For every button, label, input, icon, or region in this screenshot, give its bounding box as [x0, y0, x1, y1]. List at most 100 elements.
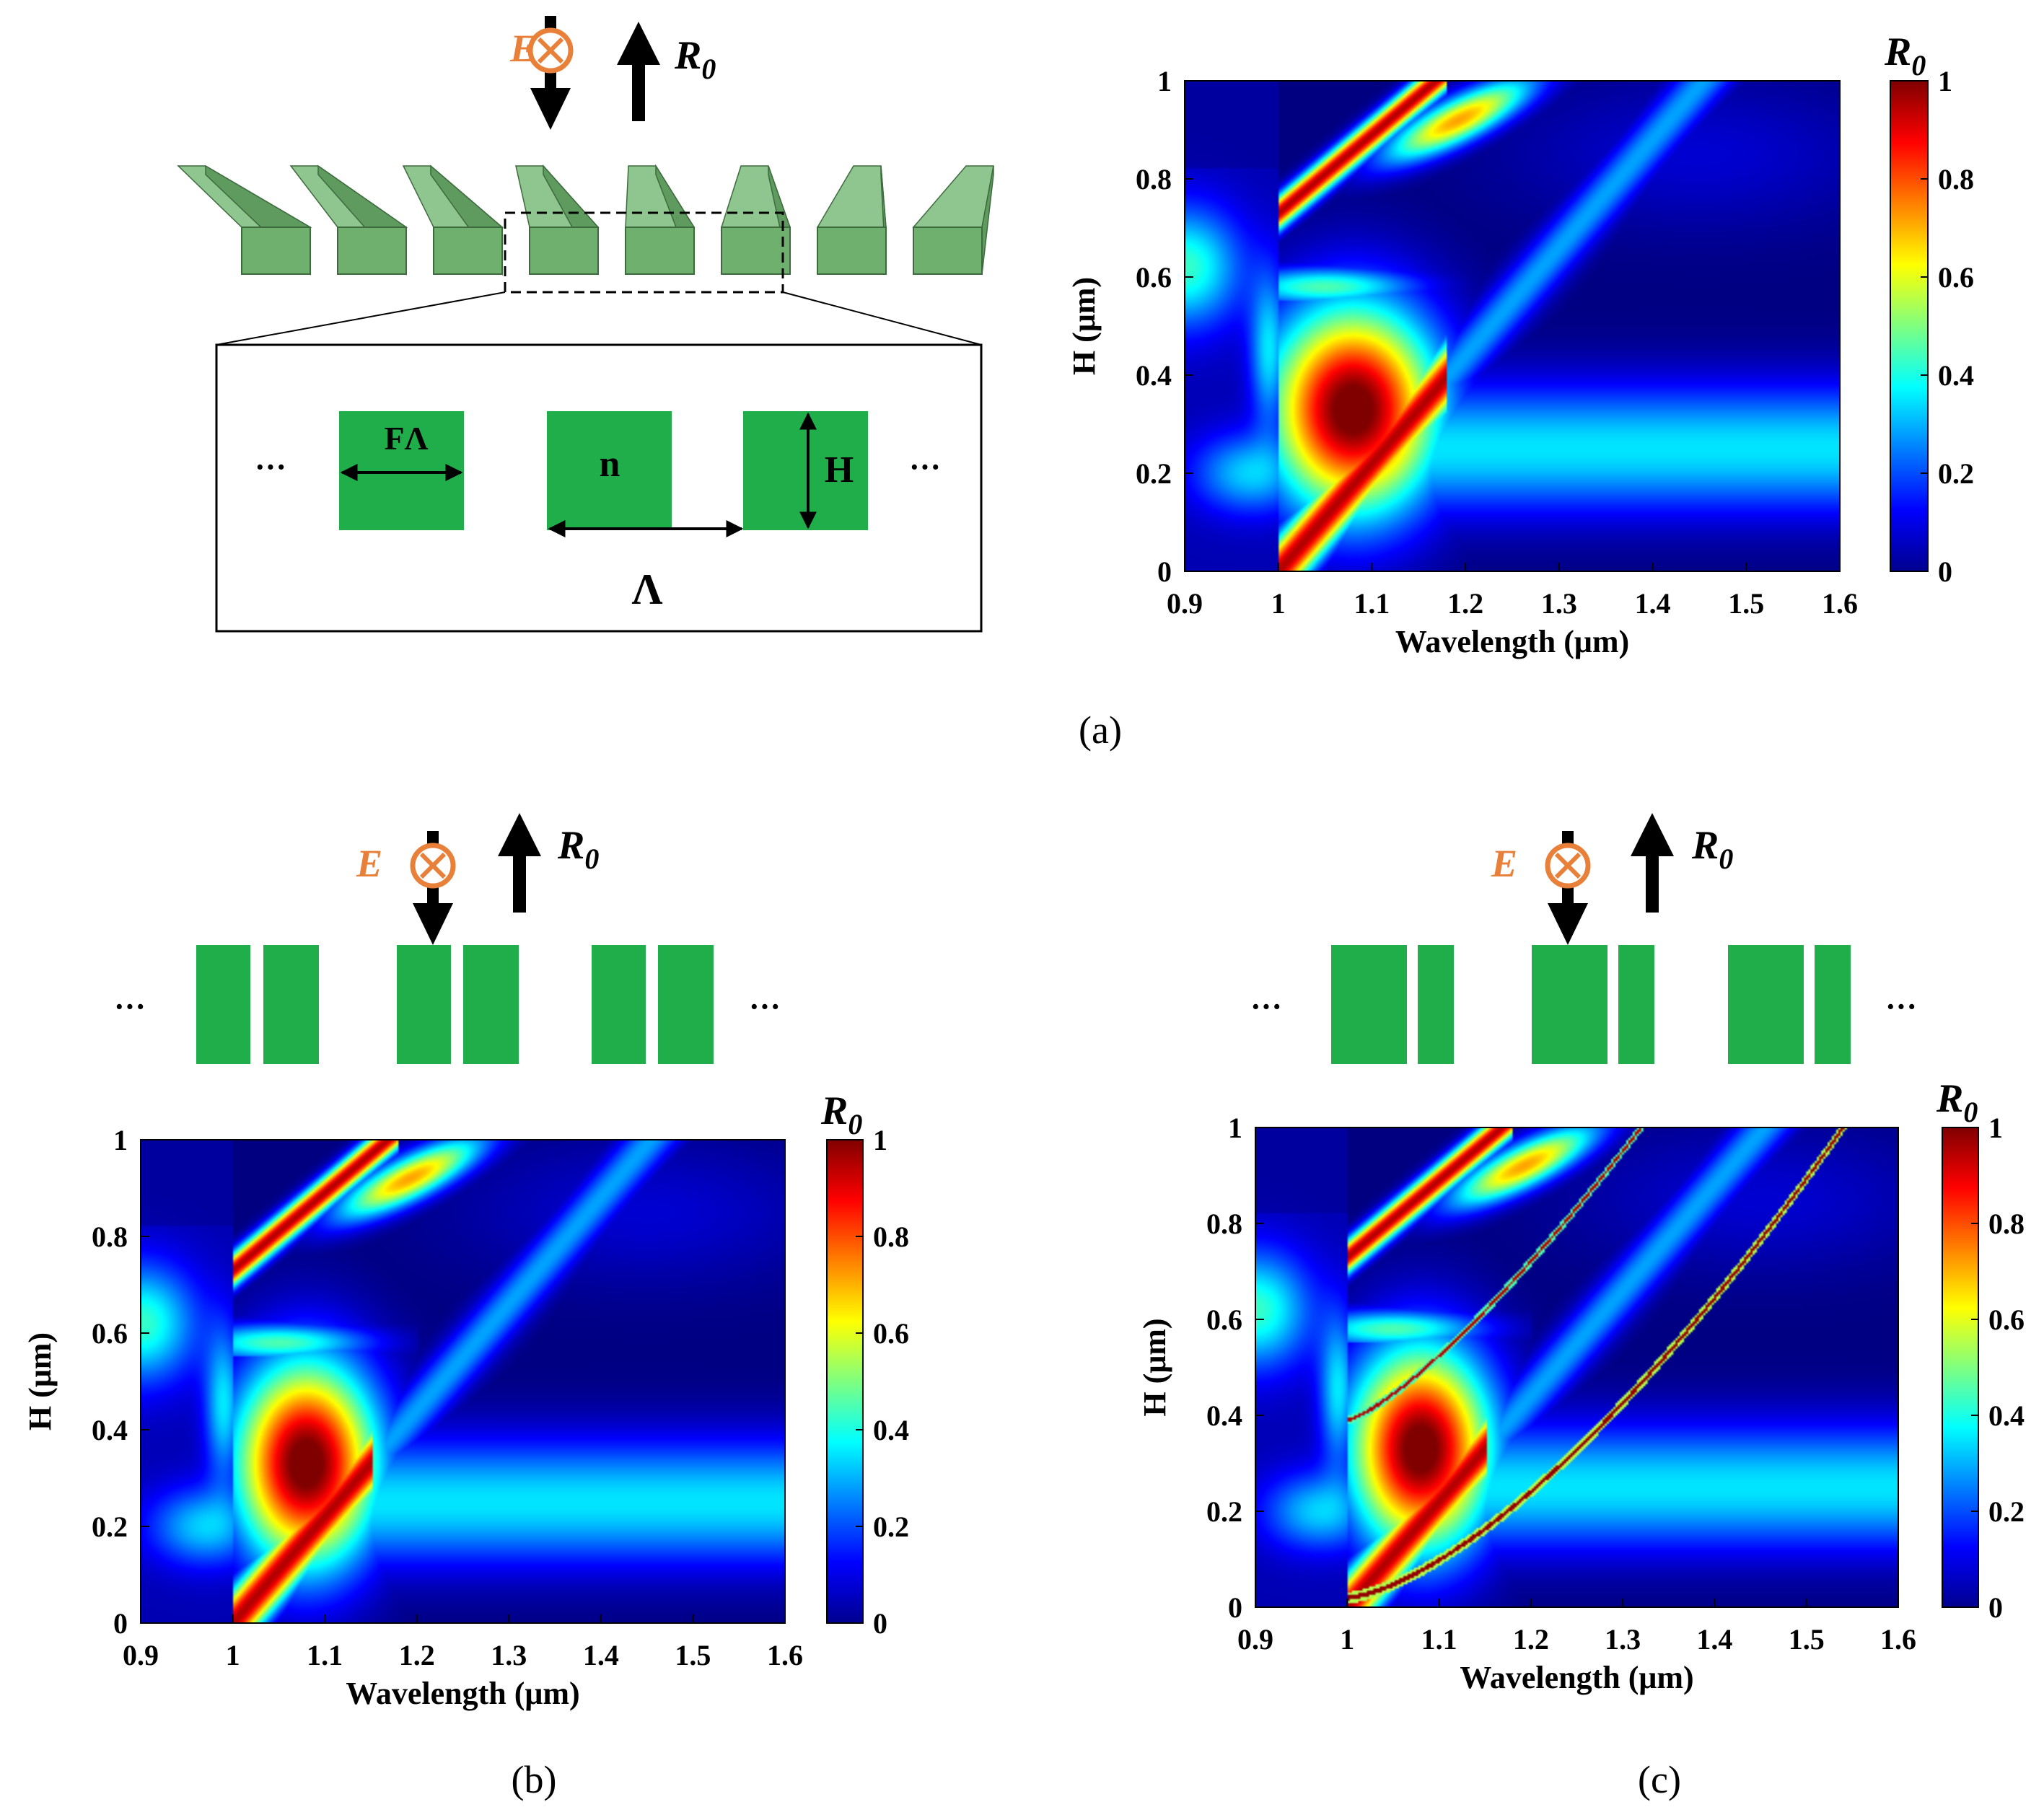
x-tick-label: 0.9	[123, 1639, 159, 1671]
y-tick-label: 1	[1157, 65, 1172, 97]
colorbar-tick-label: 0.6	[873, 1317, 909, 1350]
grating-ridge-front	[529, 227, 599, 275]
colorbar-tick-label: 0.8	[873, 1221, 909, 1253]
y-tick-label: 0.2	[1206, 1495, 1242, 1528]
reflected-arrow-shaft	[513, 855, 526, 913]
y-tick-label: 0.6	[1136, 261, 1172, 294]
zoom-line-left	[216, 291, 506, 346]
plot-frame	[1184, 80, 1841, 572]
e-field-cross	[1554, 852, 1582, 879]
grating-ridge-front	[817, 227, 887, 275]
colorbar-tick-label: 1	[1938, 65, 1952, 97]
heatmap-image	[141, 1140, 785, 1623]
schematic-b: ··· ···	[114, 945, 781, 1064]
y-axis-label: H (μm)	[1066, 277, 1102, 375]
grating-3d	[177, 164, 994, 276]
colorbar-tick-label: 0.6	[1988, 1304, 2025, 1336]
panel-label-c: (c)	[1638, 1758, 1681, 1801]
grating-ridge-front	[913, 227, 983, 275]
y-axis-label: H (μm)	[1137, 1318, 1172, 1416]
index-label: n	[600, 444, 620, 485]
heatmap-image	[1255, 1127, 1898, 1607]
x-tick-label: 1.3	[1605, 1623, 1641, 1656]
reflected-arrow-head	[1631, 813, 1674, 856]
x-tick-label: 1.3	[491, 1639, 527, 1671]
colorbar-tick-label: 0.8	[1988, 1208, 2025, 1240]
x-tick-label: 1.4	[1696, 1623, 1732, 1656]
fill-factor-label: FΛ	[384, 420, 428, 457]
x-tick-label: 1.1	[1421, 1623, 1457, 1656]
colorbar-tick-label: 0	[1938, 555, 1952, 588]
grating-bar	[263, 945, 319, 1064]
colorbar-tick-label: 0.2	[1988, 1495, 2025, 1528]
schematic-c: ··· ···	[1250, 945, 1917, 1064]
y-tick-label: 0.8	[92, 1221, 128, 1253]
plot-frame	[140, 1139, 786, 1624]
chart-a: 0.9 1 1.1 1.2 1.3 1.4 1.5 1.6 0 0.2 0.4 0.6 0.8 1 Wave…	[1066, 30, 1974, 659]
colorbar-tick-label: 1	[873, 1124, 887, 1156]
colorbar-tick-label: 1	[1988, 1112, 2003, 1144]
grating-bar	[547, 411, 672, 530]
grating-bar	[1418, 945, 1454, 1064]
incident-arrow-head	[413, 903, 453, 945]
grating-bar	[1532, 945, 1607, 1064]
x-tick-label: 1.1	[1354, 587, 1390, 620]
x-tick-label: 1	[1271, 587, 1286, 620]
schematic-a: FΛ n H Λ ··· ···	[177, 164, 994, 633]
zoom-box	[504, 211, 784, 294]
x-tick-label: 1.1	[307, 1639, 343, 1671]
y-tick-label: 0.4	[92, 1414, 128, 1446]
grating-ridge-front	[433, 227, 503, 275]
x-tick-label: 0.9	[1237, 1623, 1273, 1656]
reflected-arrow-shaft	[1646, 855, 1659, 913]
y-axis-label: H (μm)	[22, 1332, 58, 1430]
x-tick-label: 1.5	[1789, 1623, 1825, 1656]
zoom-line-right	[782, 291, 982, 346]
grating-bar	[1815, 945, 1851, 1064]
ellipsis-left: ···	[114, 989, 146, 1024]
ellipsis-right: ···	[1885, 989, 1917, 1024]
x-tick-label: 1.5	[1728, 587, 1764, 620]
reflected-arrow-shaft	[632, 63, 645, 121]
reflected-label: R0	[1691, 823, 1733, 875]
e-field-label: E	[356, 842, 382, 885]
grating-ridge-top	[816, 165, 887, 228]
colorbar-tick-label: 0.4	[1938, 359, 1974, 392]
incident-arrows-a: E R0	[509, 16, 716, 130]
chart-c: 0.9 1 1.1 1.2 1.3 1.4 1.5 1.6 0 0.2 0.4 0.6 0.8 1 Wave…	[1137, 1076, 2025, 1695]
x-tick-label: 1.2	[1513, 1623, 1549, 1656]
y-tick-label: 1	[113, 1124, 128, 1156]
x-tick-label: 1.2	[399, 1639, 435, 1671]
incident-arrows-c: E R0	[1491, 813, 1733, 945]
grating-bar	[397, 945, 451, 1064]
y-tick-label: 0	[1228, 1591, 1242, 1624]
grating-bar	[1331, 945, 1407, 1064]
x-tick-label: 1.6	[1822, 587, 1858, 620]
grating-ridge-front	[337, 227, 407, 275]
y-tick-label: 0.6	[1206, 1304, 1242, 1336]
panel-label-a: (a)	[1079, 708, 1122, 752]
reflected-label: R0	[674, 33, 716, 85]
period-label: Λ	[631, 566, 662, 613]
y-tick-label: 0	[113, 1607, 128, 1640]
x-tick-label: 1	[226, 1639, 240, 1671]
x-tick-label: 1.4	[1635, 587, 1671, 620]
reflected-arrow-head	[617, 22, 660, 65]
x-tick-label: 1.3	[1541, 587, 1577, 620]
y-tick-label: 0.2	[92, 1511, 128, 1543]
ellipsis-left: ···	[255, 449, 286, 485]
y-tick-label: 0.8	[1206, 1208, 1242, 1240]
y-tick-label: 0.8	[1136, 163, 1172, 195]
ellipsis-right: ···	[749, 989, 781, 1024]
y-tick-label: 0.4	[1136, 359, 1172, 392]
grating-bar	[658, 945, 714, 1064]
x-axis-label: Wavelength (μm)	[1460, 1660, 1693, 1695]
y-tick-label: 0.4	[1206, 1399, 1242, 1432]
colorbar-tick-label: 0.4	[1988, 1399, 2025, 1432]
x-tick-label: 1.2	[1447, 587, 1483, 620]
incident-arrow-head	[1548, 903, 1588, 945]
y-tick-label: 0.6	[92, 1317, 128, 1350]
colorbar-tick-label: 0.2	[1938, 457, 1974, 490]
colorbar	[1942, 1127, 1979, 1608]
